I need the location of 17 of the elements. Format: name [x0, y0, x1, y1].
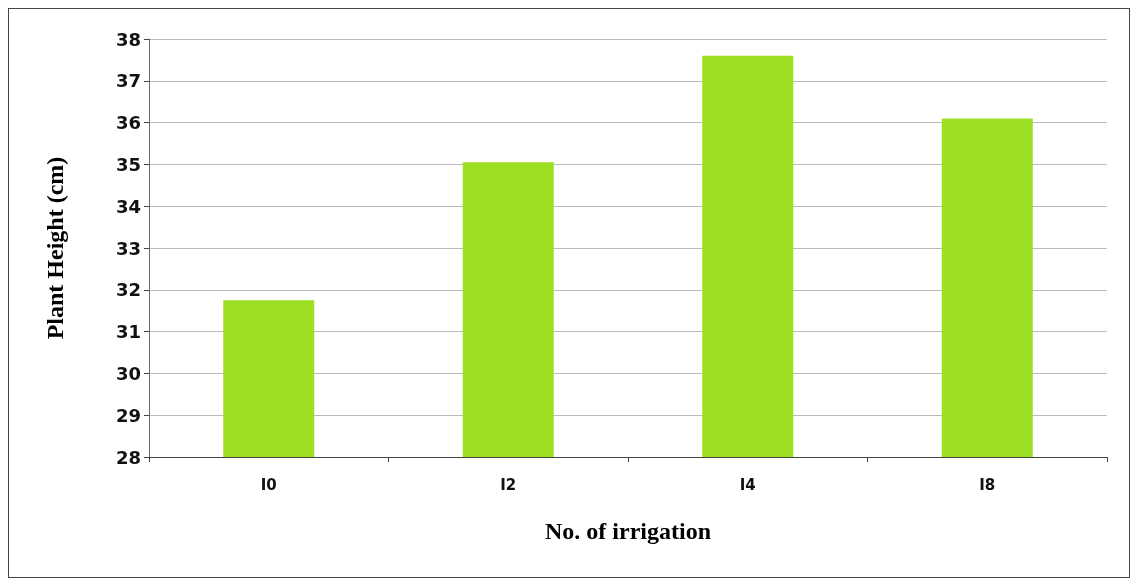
y-tick-label: 31 — [115, 321, 141, 343]
x-axis-title: No. of irrigation — [545, 518, 711, 544]
y-tick-label: 38 — [115, 28, 141, 50]
y-tick-label: 36 — [115, 112, 141, 134]
y-axis-title: Plant Height (cm) — [42, 156, 68, 340]
x-tick-label: I0 — [260, 475, 277, 494]
x-tick-label: I4 — [739, 475, 756, 494]
y-tick-label: 30 — [115, 362, 141, 384]
x-tick-label: I2 — [500, 475, 517, 494]
y-tick-label: 32 — [115, 279, 141, 301]
y-tick-label: 35 — [115, 153, 141, 175]
y-tick-label: 34 — [115, 195, 141, 217]
y-tick-label: 33 — [115, 237, 141, 259]
y-tick-label: 37 — [115, 70, 141, 92]
y-tick-label: 29 — [115, 404, 141, 426]
x-tick-label: I8 — [979, 475, 996, 494]
y-tick-label: 28 — [115, 446, 141, 468]
